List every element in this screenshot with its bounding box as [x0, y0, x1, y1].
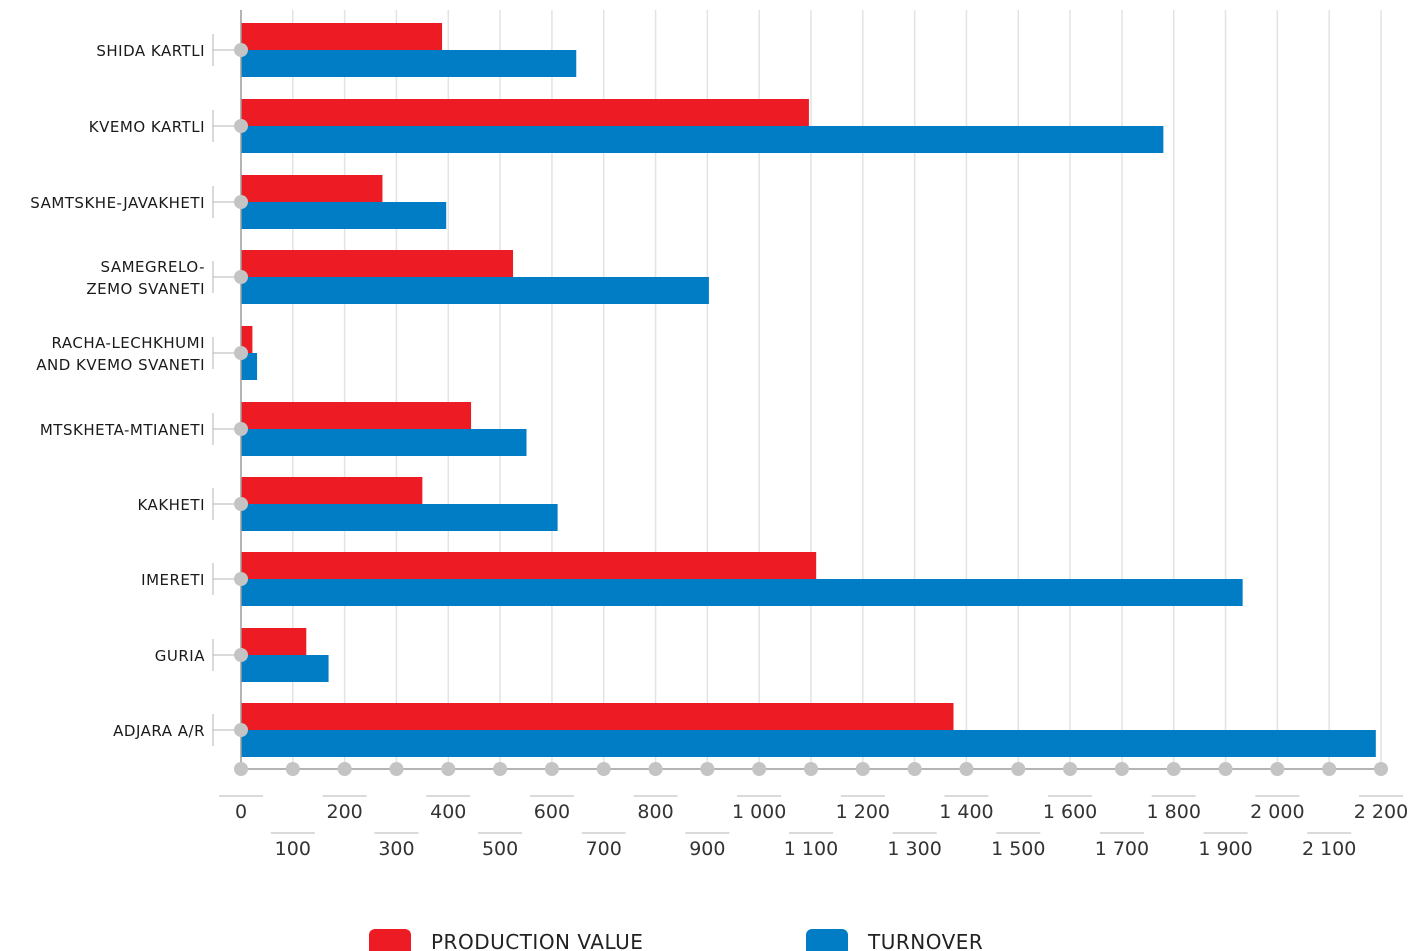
- bar-production-value: [241, 703, 954, 730]
- legend-swatch-production-value: [369, 929, 411, 951]
- x-tick-marker: [752, 762, 767, 776]
- x-tick-marker: [1322, 762, 1337, 776]
- bar-production-value: [241, 326, 253, 353]
- category-marker: [234, 119, 248, 133]
- category-label: SHIDA KARTLI: [96, 42, 205, 60]
- x-tick-label: 900: [689, 838, 725, 860]
- category-marker: [234, 723, 248, 737]
- category-label: KVEMO KARTLI: [89, 118, 205, 136]
- x-tick-label: 1 000: [732, 801, 786, 823]
- bar-turnover: [241, 353, 258, 380]
- x-tick-label: 2 000: [1250, 801, 1304, 823]
- category-label: SAMEGRELO-ZEMO SVANETI: [86, 258, 205, 298]
- x-tick-marker: [285, 762, 300, 776]
- x-tick-label: 1 100: [784, 838, 838, 860]
- bar-production-value: [241, 23, 443, 50]
- legend: PRODUCTION VALUE TURNOVER: [369, 929, 983, 951]
- bar-turnover: [241, 126, 1164, 153]
- x-tick-label: 800: [637, 801, 673, 823]
- category-marker: [234, 497, 248, 511]
- bar-production-value: [241, 99, 809, 126]
- y-axis: SHIDA KARTLI KVEMO KARTLI SAMTSKHE-JAVAKHE…: [30, 10, 248, 769]
- x-tick-marker: [1218, 762, 1233, 776]
- bar-turnover: [241, 429, 527, 456]
- x-tick-label: 2 100: [1302, 838, 1356, 860]
- x-tick-label: 600: [534, 801, 570, 823]
- legend-swatch-turnover: [806, 929, 848, 951]
- x-tick-marker: [493, 762, 508, 776]
- x-tick-label: 400: [430, 801, 466, 823]
- x-tick-label: 1 600: [1043, 801, 1097, 823]
- x-tick-marker: [855, 762, 870, 776]
- x-tick-marker: [1011, 762, 1026, 776]
- bar-production-value: [241, 477, 423, 504]
- category-label: SAMTSKHE-JAVAKHETI: [30, 194, 205, 212]
- x-tick-marker: [596, 762, 611, 776]
- bar-turnover: [241, 277, 709, 304]
- bar-turnover: [241, 579, 1243, 606]
- category-label: MTSKHETA-MTIANETI: [40, 421, 205, 439]
- x-tick-marker: [1114, 762, 1129, 776]
- x-tick-label: 1 800: [1147, 801, 1201, 823]
- bar-turnover: [241, 202, 447, 229]
- bar-turnover: [241, 504, 558, 531]
- x-tick-label: 300: [378, 838, 414, 860]
- bars: [241, 23, 1376, 757]
- category-marker: [234, 43, 248, 57]
- category-label: KAKHETI: [137, 496, 205, 514]
- x-tick-label: 200: [327, 801, 363, 823]
- x-tick-label: 700: [586, 838, 622, 860]
- category-marker: [234, 346, 248, 360]
- x-tick-label: 0: [235, 801, 247, 823]
- bar-production-value: [241, 250, 514, 277]
- x-tick-label: 1 200: [836, 801, 890, 823]
- x-tick-marker: [1374, 762, 1388, 776]
- x-tick-label: 1 700: [1095, 838, 1149, 860]
- legend-label-production-value: PRODUCTION VALUE: [431, 930, 643, 951]
- category-marker: [234, 270, 248, 284]
- category-label: IMERETI: [141, 571, 205, 589]
- x-tick-label: 2 200: [1354, 801, 1408, 823]
- bar-turnover: [241, 655, 329, 682]
- category-marker: [234, 422, 248, 436]
- x-tick-label: 1 400: [939, 801, 993, 823]
- category-marker: [234, 648, 248, 662]
- x-tick-marker: [648, 762, 663, 776]
- x-tick-marker: [1270, 762, 1285, 776]
- x-tick-label: 1 300: [887, 838, 941, 860]
- x-tick-marker: [1166, 762, 1181, 776]
- x-tick-marker: [441, 762, 456, 776]
- bar-turnover: [241, 50, 577, 77]
- x-tick-marker: [234, 762, 248, 776]
- x-tick-marker: [907, 762, 922, 776]
- x-tick-marker: [804, 762, 818, 776]
- bar-production-value: [241, 628, 307, 655]
- x-tick-marker: [959, 762, 974, 776]
- legend-label-turnover: TURNOVER: [867, 930, 983, 951]
- x-tick-marker: [700, 762, 715, 776]
- bar-production-value: [241, 175, 383, 202]
- bar-turnover: [241, 730, 1376, 757]
- x-tick-marker: [544, 762, 559, 776]
- bar-production-value: [241, 402, 472, 429]
- x-tick-label: 1 900: [1198, 838, 1252, 860]
- x-tick-marker: [1063, 762, 1078, 776]
- x-axis: 0 100 200 300 400 500 600 700 800 900 1 000 1 100 1 …: [219, 762, 1408, 860]
- x-tick-marker: [337, 762, 352, 776]
- x-tick-label: 1 500: [991, 838, 1045, 860]
- bar-production-value: [241, 552, 817, 579]
- x-tick-label: 500: [482, 838, 518, 860]
- x-tick-marker: [389, 762, 404, 776]
- x-tick-label: 100: [275, 838, 311, 860]
- category-marker: [234, 572, 248, 586]
- category-label: RACHA-LECHKHUMI AND KVEMO SVANETI: [36, 334, 205, 374]
- category-label: ADJARA A/R: [113, 722, 205, 740]
- category-marker: [234, 195, 248, 209]
- category-label: GURIA: [155, 647, 205, 665]
